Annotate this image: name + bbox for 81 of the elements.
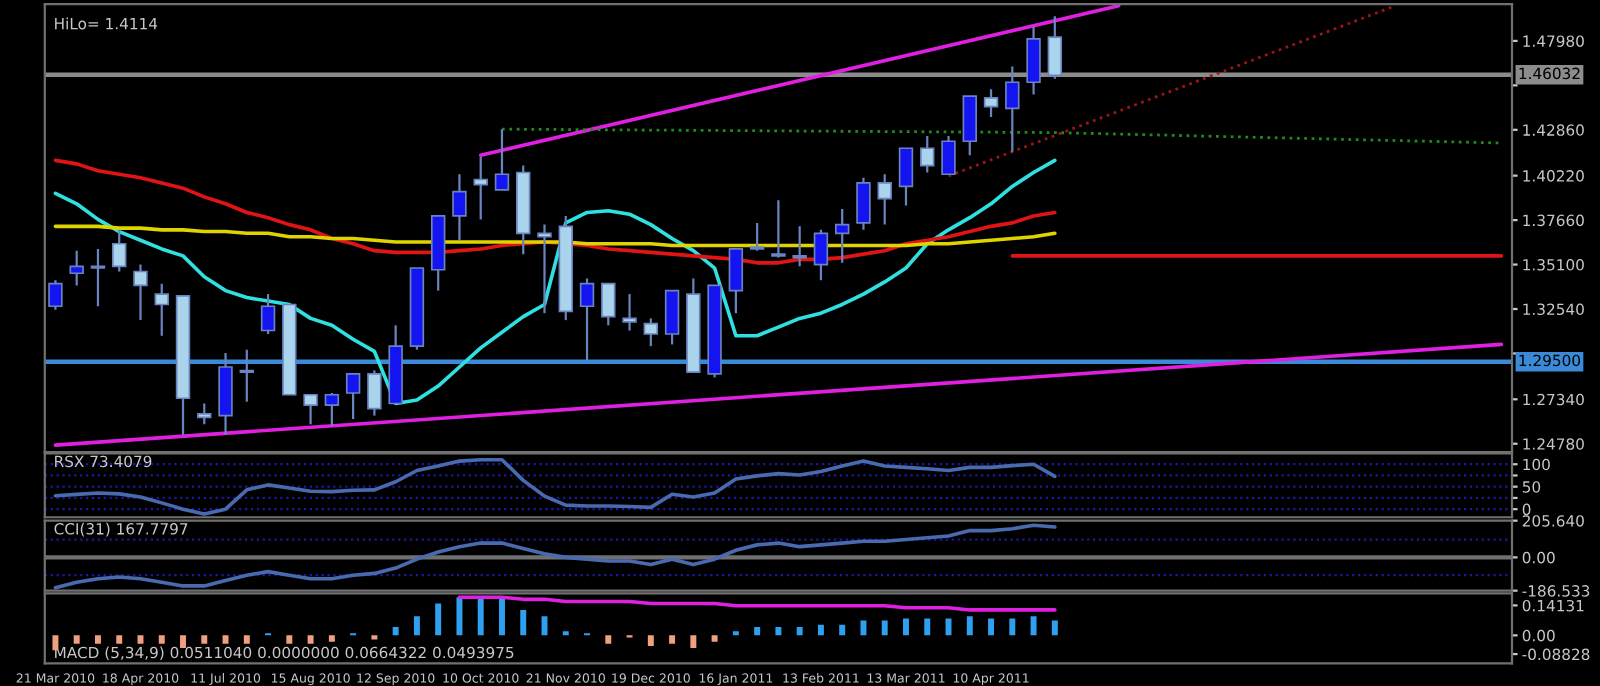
line-series [53,158,1057,406]
bar [711,635,718,642]
bar [796,626,803,636]
bar [52,635,59,651]
bar [498,597,505,636]
candlestick [962,95,977,157]
bar [392,626,399,636]
candlestick [197,402,212,426]
candlestick [983,88,999,119]
bar [477,597,484,636]
candlestick [920,134,935,174]
candlestick [48,279,63,311]
bar [243,635,250,644]
candlestick [154,282,169,337]
bar [839,624,846,636]
bar [647,635,654,646]
candlestick [1026,25,1041,96]
bar [754,626,761,636]
candlestick [941,134,956,176]
candlestick [749,221,765,252]
candlestick [792,225,807,268]
bar [435,603,442,636]
candlestick [601,282,616,327]
candlestick [643,317,659,348]
bar [605,635,612,644]
candlestick [324,391,340,428]
bar [222,635,229,644]
candlestick [133,263,148,322]
candlestick [877,173,892,226]
bar [116,635,123,644]
candlestick [494,128,510,192]
bar [903,618,909,636]
candlestick [813,228,829,282]
candlestick [112,228,127,273]
candlestick [239,348,255,403]
bar [137,635,144,644]
candlestick [834,207,850,264]
bar [180,635,186,649]
candlestick [452,173,467,242]
bar [775,626,782,636]
bar [73,635,80,644]
bar [860,620,867,636]
bar [1009,618,1016,636]
candlestick [303,393,318,426]
bar [94,635,101,644]
bar [669,635,676,644]
candlestick [771,199,786,259]
candlestick [260,292,276,336]
candlestick [898,147,914,207]
line-series [53,523,1057,590]
bar [817,624,824,636]
bar [286,635,293,644]
bar [158,635,165,644]
bar [201,635,208,644]
bar [328,635,335,642]
bar [1051,620,1058,636]
candlestick [345,372,361,421]
bar [456,597,463,636]
line-series [53,457,1057,516]
line-series [457,595,1057,612]
candlestick [622,292,637,332]
bar [307,635,314,644]
candlestick [728,247,744,315]
candlestick [1047,15,1063,80]
candlestick [90,247,106,308]
bar [881,620,888,636]
candlestick [473,155,488,221]
candlestick [856,176,871,231]
bar [966,616,973,636]
candlestick [537,223,552,315]
bar [988,618,995,636]
bar [1030,616,1037,636]
candlestick [664,289,680,346]
bar [520,609,527,636]
candlestick [579,277,595,362]
bar [413,616,420,636]
candlestick [69,249,84,287]
candlestick [367,369,382,417]
bar [924,618,931,636]
candlestick [1005,65,1020,153]
bar [690,635,697,649]
